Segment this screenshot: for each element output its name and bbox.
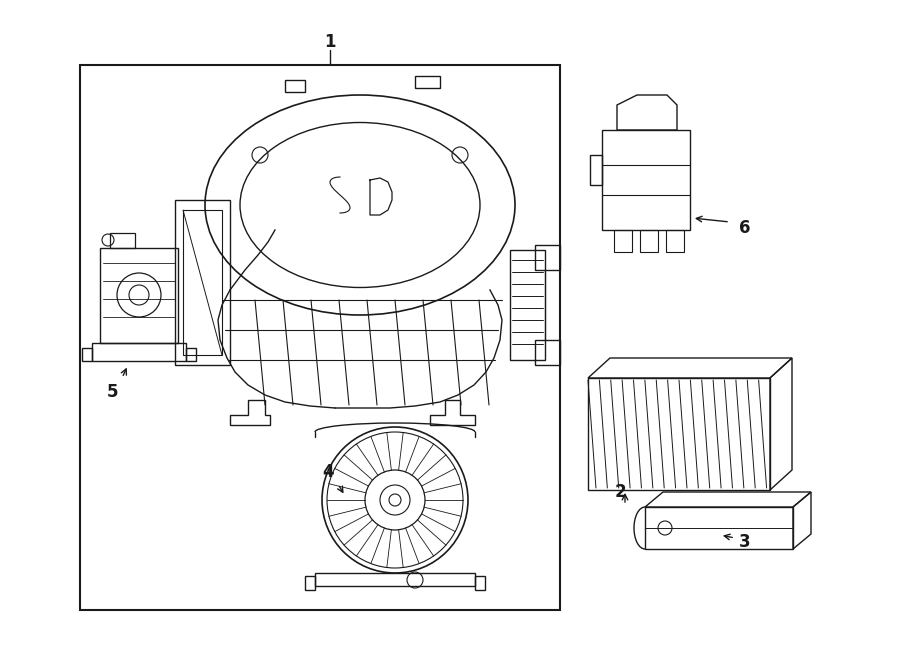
Bar	[588, 378, 770, 490]
Circle shape	[389, 494, 401, 506]
Bar	[510, 250, 545, 360]
Bar	[100, 248, 178, 343]
Bar	[92, 343, 186, 361]
Bar	[175, 200, 230, 365]
Bar	[645, 507, 793, 549]
Text: 3: 3	[739, 533, 751, 551]
Bar	[614, 230, 632, 252]
Bar	[640, 230, 658, 252]
Bar	[183, 210, 222, 355]
Bar	[110, 233, 135, 248]
Text: 2: 2	[614, 483, 626, 501]
Bar	[80, 65, 560, 610]
Text: 5: 5	[107, 383, 119, 401]
Text: 1: 1	[324, 33, 336, 51]
Text: 4: 4	[322, 463, 334, 481]
Bar	[666, 230, 684, 252]
Bar	[602, 130, 690, 230]
Text: 6: 6	[739, 219, 751, 237]
